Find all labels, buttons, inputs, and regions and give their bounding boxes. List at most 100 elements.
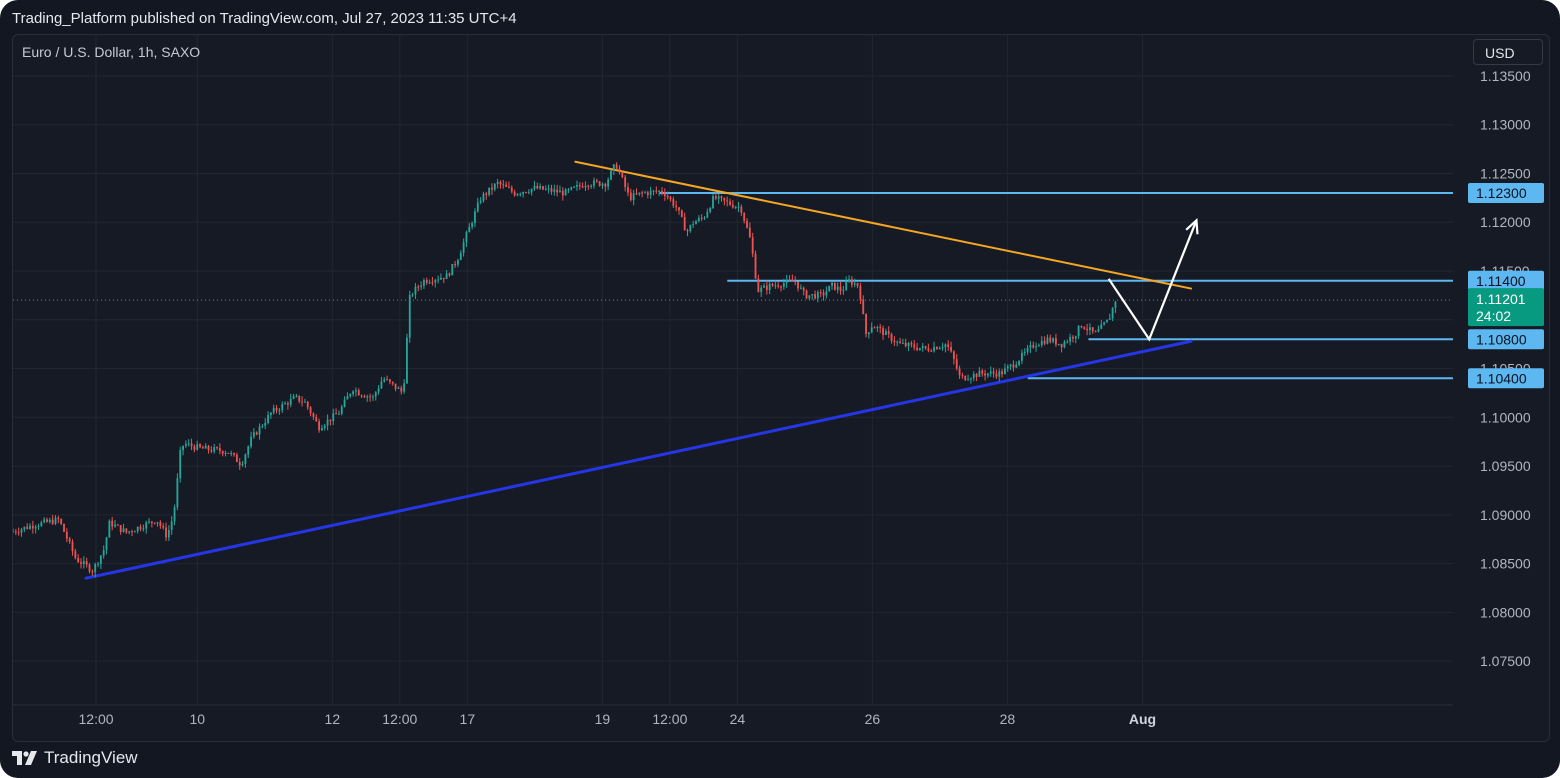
- candle-body: [153, 522, 156, 524]
- candle-body: [686, 230, 689, 232]
- candle-body: [771, 283, 774, 286]
- candle-body: [663, 192, 666, 196]
- candle-body: [420, 285, 423, 287]
- candle-body: [474, 211, 476, 224]
- candle-body: [1049, 337, 1052, 342]
- candle-body: [423, 280, 425, 286]
- candle-body: [1057, 343, 1060, 345]
- chart-pane[interactable]: 1.135001.130001.125001.120001.115001.110…: [12, 34, 1550, 742]
- candle-body: [833, 282, 836, 290]
- candle-body: [1103, 322, 1106, 325]
- candle-body: [1032, 345, 1035, 348]
- candle-body: [542, 186, 544, 190]
- candle-body: [360, 395, 363, 397]
- candle-body: [876, 327, 879, 329]
- candle-body: [748, 227, 751, 238]
- candle-body: [357, 390, 360, 396]
- candle-body: [969, 378, 972, 380]
- candle-body: [593, 180, 595, 186]
- candle-body: [805, 290, 808, 299]
- candle-body: [397, 387, 400, 389]
- candle-body: [853, 283, 856, 285]
- candle-body: [632, 193, 635, 201]
- price-tick-label: 1.09500: [1480, 458, 1531, 474]
- candle-body: [760, 287, 763, 292]
- currency-button[interactable]: USD: [1473, 39, 1543, 65]
- candle-body: [607, 179, 610, 187]
- candle-body: [394, 383, 397, 389]
- candle-body: [46, 519, 48, 522]
- price-level-tag-label: 1.10800: [1476, 331, 1527, 347]
- candle-body: [899, 341, 901, 344]
- candle-body: [578, 184, 581, 187]
- tradingview-logo-icon: [12, 751, 37, 765]
- price-tick-label: 1.13500: [1480, 68, 1531, 84]
- candle-body: [82, 561, 85, 564]
- candle-body: [576, 184, 578, 187]
- horizontal-levels: [13, 191, 1471, 380]
- candle-body: [43, 519, 46, 523]
- candle-body: [729, 201, 731, 205]
- candle-body: [961, 375, 964, 377]
- candle-body: [955, 359, 958, 369]
- candle-body: [213, 447, 216, 452]
- candle-body: [774, 285, 777, 287]
- candle-body: [712, 196, 714, 208]
- candle-body: [794, 281, 797, 283]
- candle-body: [938, 347, 941, 350]
- candle-body: [927, 348, 930, 351]
- candle-body: [933, 347, 935, 352]
- candle-body: [740, 206, 743, 213]
- candle-body: [216, 447, 218, 449]
- candle-body: [530, 188, 533, 193]
- candle-body: [37, 526, 40, 528]
- candle-body: [610, 170, 612, 180]
- time-tick-label: Aug: [1129, 711, 1156, 727]
- candle-body: [901, 342, 904, 344]
- candle-body: [1077, 325, 1080, 337]
- candle-body: [828, 285, 831, 292]
- candle-body: [111, 520, 114, 527]
- time-tick-label: 17: [460, 711, 476, 727]
- candle-body: [621, 172, 624, 178]
- candle-body: [808, 295, 811, 299]
- candle-body: [1009, 364, 1012, 367]
- candle-body: [51, 519, 54, 524]
- candle-body: [102, 550, 105, 556]
- candle-body: [567, 189, 570, 191]
- candle-body: [695, 221, 697, 225]
- candle-body: [1006, 366, 1009, 369]
- candle-body: [1023, 351, 1026, 353]
- candle-body: [746, 220, 748, 228]
- candle-body: [142, 528, 145, 530]
- candle-body: [479, 200, 482, 203]
- candle-body: [1094, 331, 1097, 333]
- candle-body: [264, 422, 267, 426]
- candle-body: [335, 413, 337, 415]
- candle-body: [604, 183, 607, 187]
- candle-body: [289, 398, 292, 405]
- projection-path: [1107, 219, 1198, 342]
- candle-body: [184, 443, 187, 446]
- candle-body: [343, 399, 346, 407]
- candle-body: [635, 193, 638, 195]
- candle-body: [1001, 371, 1004, 375]
- candle-body: [269, 412, 272, 415]
- candle-body: [884, 331, 887, 336]
- candle-body: [1091, 327, 1094, 332]
- candle-body: [363, 396, 366, 398]
- candle-body: [88, 564, 91, 572]
- candle-body: [320, 428, 323, 431]
- candle-body: [570, 187, 573, 190]
- candle-body: [380, 381, 383, 389]
- time-tick-label: 28: [1000, 711, 1016, 727]
- candle-body: [556, 189, 559, 193]
- candle-body: [326, 419, 329, 426]
- candle-body: [114, 524, 116, 527]
- candle-body: [967, 379, 969, 381]
- candle-body: [649, 190, 652, 195]
- price-chart[interactable]: 1.135001.130001.125001.120001.115001.110…: [13, 35, 1549, 741]
- tradingview-logo[interactable]: TradingView: [12, 748, 138, 768]
- last-price-tag: [1468, 288, 1544, 327]
